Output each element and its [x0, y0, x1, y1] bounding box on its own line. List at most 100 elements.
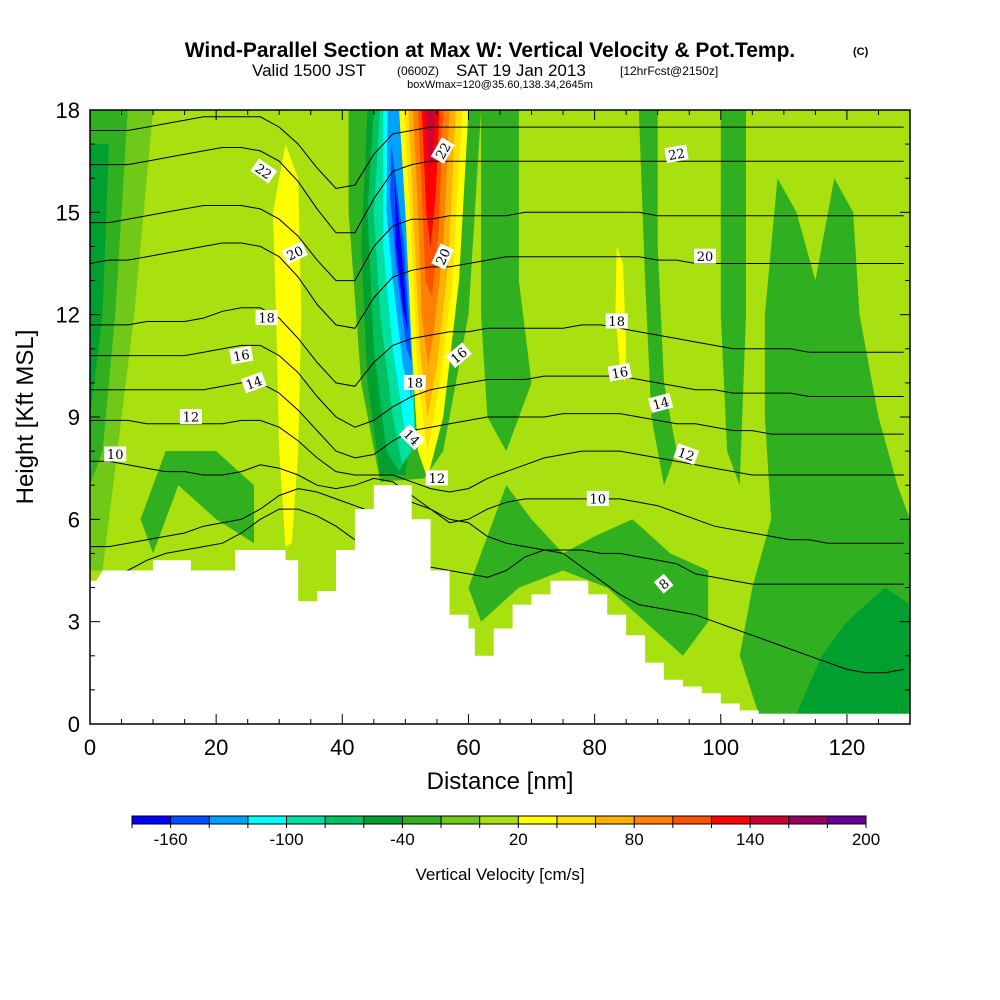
subtitle: Valid 1500 JST (0600Z) SAT 19 Jan 2013 [… [252, 61, 718, 91]
contour-label-22: 22 [430, 137, 455, 164]
velocity-region-right-green-4 [720, 110, 746, 486]
velocity-region-right-green-dark [796, 587, 910, 714]
contour-label-text: 12 [183, 411, 200, 426]
contour-label-bg [250, 158, 278, 184]
contour-label-20: 20 [694, 248, 716, 265]
colorbar-swatch [788, 816, 828, 824]
x-tick-label: 40 [330, 735, 354, 760]
contour-label-bg [431, 243, 455, 270]
subtitle-date: SAT 19 Jan 2013 [456, 61, 586, 80]
contour-label-text: 16 [611, 365, 630, 383]
theta-contour-10 [90, 460, 904, 544]
contour-label-text: 20 [285, 244, 306, 265]
contour-label-bg [403, 374, 426, 390]
x-tick-label: 80 [582, 735, 606, 760]
velocity-region-right-green-5 [739, 178, 910, 714]
contour-label-text: 22 [667, 146, 686, 164]
colorbar-swatch [325, 816, 365, 824]
contour-label-bg [281, 241, 308, 265]
theta-contour-8 [90, 508, 904, 674]
contour-label-bg [664, 144, 689, 164]
subtitle-forecast: [12hrFcst@2150z] [620, 64, 718, 78]
colorbar-swatch [286, 816, 326, 824]
contour-label-20: 20 [431, 243, 455, 270]
contour-label-14: 14 [240, 371, 267, 394]
potential-temperature-contours [90, 116, 904, 674]
colorbar-tick-label: -160 [154, 830, 188, 849]
contour-label-bg [586, 490, 609, 506]
theta-contour-16 [90, 344, 904, 428]
contour-label-20: 20 [281, 241, 308, 265]
contour-label-8: 8 [653, 573, 674, 594]
contour-label-bg [398, 424, 426, 451]
colorbar-swatch [595, 816, 635, 824]
contour-label-18: 18 [255, 310, 278, 327]
y-tick-label: 18 [56, 98, 80, 123]
contour-label-10: 10 [586, 490, 609, 507]
y-tick-label: 0 [68, 712, 80, 737]
chart-title: Wind-Parallel Section at Max W: Vertical… [185, 39, 796, 62]
y-axis-label: Height [Kft MSL] [12, 330, 39, 505]
contour-label-18: 18 [605, 313, 628, 330]
contour-label-text: 18 [608, 315, 625, 330]
y-axis: 0 3 6 9 12 15 18 [56, 98, 910, 737]
colorbar-swatch [634, 816, 674, 824]
colorbar-swatch [827, 816, 867, 824]
y-tick-label: 15 [56, 200, 80, 225]
contour-label-10: 10 [104, 446, 127, 463]
y-tick-label: 6 [68, 507, 80, 532]
theta-contour-minor-1 [90, 205, 904, 282]
contour-label-text: 14 [244, 374, 265, 394]
velocity-region-jump-deepblue [394, 178, 408, 332]
colorbar-tick-label: -100 [270, 830, 304, 849]
velocity-region-mid-downdraft [140, 451, 254, 554]
colorbar-swatch [750, 816, 790, 824]
contour-label-text: 18 [407, 376, 424, 391]
contour-label-bg [605, 313, 628, 329]
contour-label-text: 20 [697, 250, 714, 265]
colorbar-label: Vertical Velocity [cm/s] [415, 865, 584, 884]
contour-label-12: 12 [179, 409, 202, 426]
contour-label-text: 20 [434, 246, 455, 267]
subtitle-utc-time: (0600Z) [397, 64, 439, 78]
contour-label-bg [229, 345, 254, 365]
theta-contour-minor-0 [90, 488, 904, 585]
theta-contour-minor-2 [90, 116, 904, 190]
colorbar-swatch [672, 816, 712, 824]
x-tick-label: 100 [702, 735, 739, 760]
copyright-mark: (C) [853, 46, 869, 58]
contour-label-text: 12 [429, 472, 446, 487]
contour-label-bg [425, 470, 448, 486]
contour-label-bg [255, 310, 278, 326]
contour-label-text: 16 [232, 348, 251, 366]
contour-label-16: 16 [229, 345, 254, 366]
contour-label-text: 22 [433, 140, 454, 162]
colorbar-swatch [518, 816, 558, 824]
contour-label-bg [653, 573, 674, 594]
subtitle-valid-time: Valid 1500 JST [252, 61, 366, 80]
x-axis: 0 20 40 60 80 100 120 [84, 110, 911, 760]
colorbar-tick-label: 20 [509, 830, 528, 849]
colorbar-tick-label: -40 [390, 830, 415, 849]
terrain-mask [90, 485, 910, 724]
colorbar-tick-label: 200 [852, 830, 880, 849]
contour-label-bg [648, 392, 674, 414]
theta-contour-22 [90, 147, 904, 234]
x-axis-label: Distance [nm] [427, 768, 574, 795]
contour-label-text: 14 [651, 395, 671, 414]
contour-label-bg [240, 371, 267, 394]
colorbar-swatch [441, 816, 481, 824]
contour-label-bg [179, 409, 202, 424]
velocity-region-updraft-crimson [425, 110, 436, 172]
x-tick-label: 120 [829, 735, 866, 760]
contour-label-12: 12 [425, 470, 448, 487]
contour-label-16: 16 [607, 362, 632, 383]
y-tick-label: 3 [68, 610, 80, 635]
contour-label-22: 22 [664, 144, 689, 164]
theta-contour-12 [90, 419, 904, 493]
contour-label-text: 18 [258, 312, 275, 327]
x-tick-label: 0 [84, 735, 96, 760]
velocity-region-right-green-1 [481, 110, 532, 452]
colorbar-swatch [209, 816, 249, 824]
